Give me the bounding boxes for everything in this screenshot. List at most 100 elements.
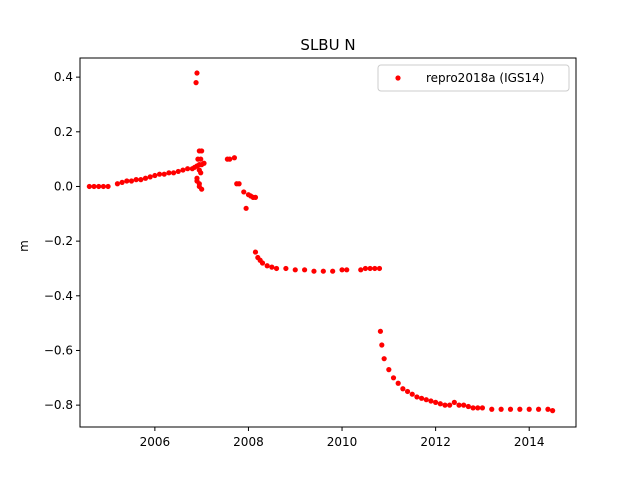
data-point [166,170,172,176]
data-point [456,402,462,408]
data-point [105,183,111,190]
data-point [428,398,434,404]
data-point [461,402,467,408]
y-tick-label: −0.4 [44,289,73,303]
data-point [311,268,317,274]
data-point [362,265,369,272]
data-point [489,406,495,412]
legend-box [377,64,570,92]
data-point [194,70,200,76]
y-tick-label: 0.2 [54,125,73,139]
data-point [465,403,471,410]
data-point [386,367,392,373]
x-tick-label: 2006 [140,435,171,449]
data-point [381,356,387,362]
data-point [199,148,205,154]
data-point [339,267,345,273]
data-point [283,265,289,272]
plot-frame [79,57,577,428]
data-point [147,174,153,180]
data-point [423,397,429,403]
data-point [344,267,350,273]
data-point [400,386,406,392]
y-tick-label: −0.2 [44,234,73,248]
data-point [330,268,336,274]
data-point [231,155,238,161]
data-point [372,265,378,272]
data-point [470,405,476,411]
x-tick-label: 2008 [233,435,264,449]
data-point [376,265,383,272]
data-point [273,265,280,272]
y-tick-label: −0.6 [44,343,73,357]
data-point [138,177,144,183]
data-point [302,267,308,273]
data-point [379,342,385,348]
data-point [86,183,92,190]
data-point [243,205,249,211]
data-point [526,406,532,412]
data-point [550,408,556,414]
data-point [198,156,204,162]
data-point [96,183,102,190]
x-tick-label: 2014 [514,435,545,449]
data-point [252,249,259,255]
data-point [292,267,298,273]
chart-title: SLBU N [300,36,355,54]
data-point [119,179,125,185]
y-axis-label: m [17,240,31,252]
data-point [409,391,415,397]
x-tick-label: 2012 [420,435,451,449]
data-point [241,189,247,195]
data-point [517,406,523,412]
data-point [545,406,551,412]
data-point [377,328,384,334]
data-point [442,402,448,408]
y-tick-label: 0.0 [54,179,73,193]
legend: repro2018a (IGS14) [377,64,570,92]
data-point [252,194,259,200]
data-point [535,406,542,412]
data-point [180,167,186,173]
data-point [418,395,425,401]
data-point [367,265,373,272]
data-point [433,399,439,405]
data-point [269,264,275,270]
data-point [395,380,401,386]
data-point [236,181,242,187]
y-tick-label: 0.4 [54,70,73,84]
data-point [133,177,139,183]
data-point [201,160,207,166]
data-point [175,168,181,175]
data-point [194,178,200,184]
data-point [390,375,397,381]
legend-entry-label: repro2018a (IGS14) [426,71,544,85]
data-point [479,405,486,411]
data-point [475,405,481,411]
data-point [437,401,443,407]
data-point [259,260,266,266]
data-point [124,178,130,184]
data-point [358,267,364,273]
data-point [320,268,326,274]
data-point [447,402,453,408]
data-point [498,406,504,412]
data-point [414,394,420,400]
data-point [451,399,457,405]
data-point [193,80,199,86]
data-point [185,166,191,172]
data-point [142,175,149,181]
legend-marker [395,75,401,81]
y-tick-label: −0.8 [44,398,73,412]
data-point [152,172,158,179]
data-point [91,183,97,190]
data-point [264,263,270,269]
data-point [227,156,233,162]
axis-ticks: 2006 2008 2010 2012 2014 0.4 0.2 0.0 −0.2 −0.4 −0.… [44,70,545,449]
data-point [114,181,121,187]
data-point [100,183,106,190]
data-point [170,170,177,176]
data-point [156,171,163,177]
